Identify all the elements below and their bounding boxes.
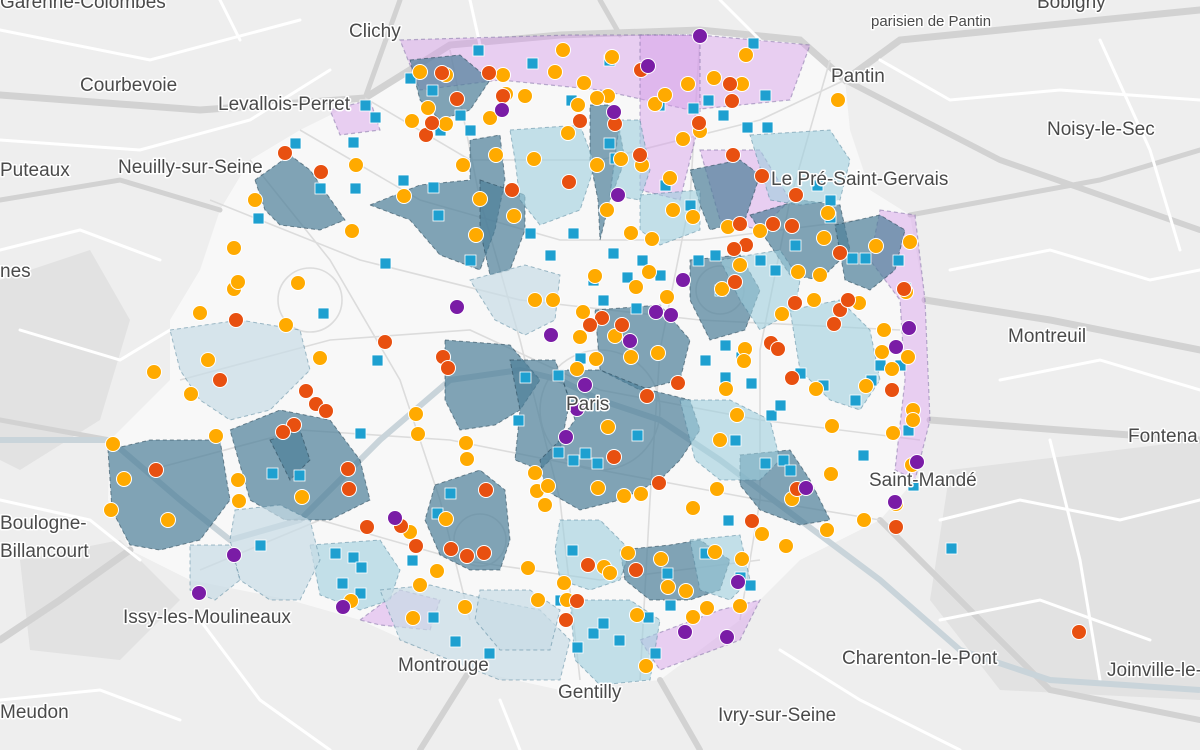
place-label-noisy-le-sec: Noisy-le-Sec bbox=[1047, 119, 1155, 140]
place-label-le-pre-saint-gervais: Le Pré-Saint-Gervais bbox=[771, 169, 948, 190]
purple-markers bbox=[191, 28, 925, 645]
place-label-nes: nes bbox=[0, 261, 31, 282]
square-markers bbox=[252, 37, 958, 660]
place-label-boulogne: Boulogne- bbox=[0, 513, 87, 534]
place-label-montrouge: Montrouge bbox=[398, 655, 489, 676]
place-label-joinville-le: Joinville-le- bbox=[1107, 660, 1200, 681]
place-label-fontena: Fontena bbox=[1128, 426, 1198, 447]
place-label-meudon: Meudon bbox=[0, 702, 69, 723]
place-label-neuilly-sur-seine: Neuilly-sur-Seine bbox=[118, 157, 263, 178]
place-label-saint-mande: Saint-Mandé bbox=[869, 470, 977, 491]
place-label-montreuil: Montreuil bbox=[1008, 326, 1086, 347]
place-labels: Clichy Courbevoie Levallois-Perret Putea… bbox=[0, 0, 1200, 728]
place-label-issy-les-moulineaux: Issy-les-Moulineaux bbox=[123, 607, 291, 628]
place-label-courbevoie: Courbevoie bbox=[80, 75, 177, 96]
place-label-gentilly: Gentilly bbox=[558, 682, 622, 703]
place-label-puteaux: Puteaux bbox=[0, 160, 70, 181]
place-label-billancourt: Billancourt bbox=[0, 541, 89, 562]
red-markers bbox=[148, 62, 1087, 640]
place-label-pantin: Pantin bbox=[831, 66, 885, 87]
place-label-clichy: Clichy bbox=[349, 21, 401, 42]
place-label-ivry-sur-seine: Ivry-sur-Seine bbox=[718, 705, 836, 726]
place-label-bobigny: Bobigny bbox=[1037, 0, 1106, 13]
place-label-paris: Paris bbox=[566, 394, 609, 415]
place-label-charenton-le-pont: Charenton-le-Pont bbox=[842, 648, 998, 669]
place-label-levallois-perret: Levallois-Perret bbox=[218, 94, 351, 115]
orange-markers bbox=[103, 42, 921, 674]
place-label-parisien-de-pantin: parisien de Pantin bbox=[871, 13, 991, 30]
place-label-garenne-colombes: Garenne-Colombes bbox=[0, 0, 166, 13]
